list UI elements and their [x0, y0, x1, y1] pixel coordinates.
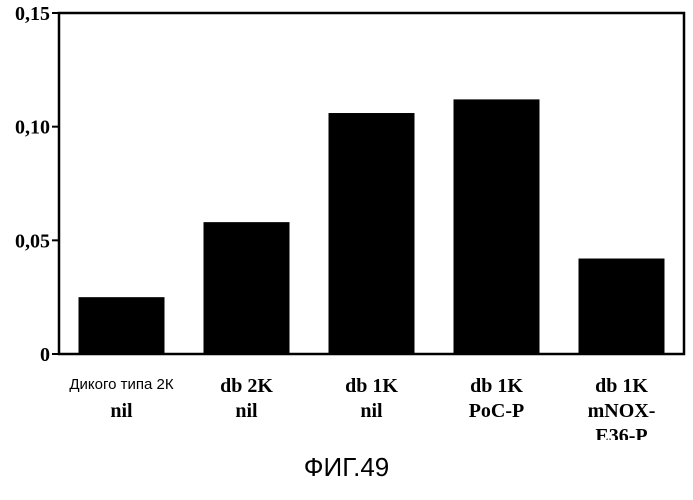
y-tick-label: 0 — [40, 344, 50, 366]
bar — [204, 222, 290, 354]
x-category-label: db 1KPoC-P — [469, 375, 525, 422]
x-axis-labels: Дикого типа 2Кnil db 2Knil db 1Knil db 1KPo… — [69, 375, 655, 440]
bars — [79, 99, 665, 354]
x-category-label: db 1Knil — [345, 375, 398, 422]
y-axis: 0 0,05 0,10 0,15 — [15, 3, 59, 366]
x-category-label: db 2Knil — [220, 375, 273, 422]
bar — [329, 113, 415, 354]
bar — [579, 259, 665, 354]
x-category-label: Дикого типа 2Кnil — [69, 376, 173, 422]
x-category-label: db 1KmNOX-E36-P — [588, 375, 656, 440]
bar — [454, 99, 540, 354]
y-tick-label: 0,10 — [15, 117, 50, 139]
bar — [79, 297, 165, 354]
y-tick-label: 0,05 — [15, 230, 50, 252]
figure-caption: ФИГ.49 — [0, 452, 693, 483]
y-tick-label: 0,15 — [15, 3, 50, 25]
bar-chart: 0 0,05 0,10 0,15 Дикого типа 2Кnil db 2Knil d… — [0, 0, 693, 440]
